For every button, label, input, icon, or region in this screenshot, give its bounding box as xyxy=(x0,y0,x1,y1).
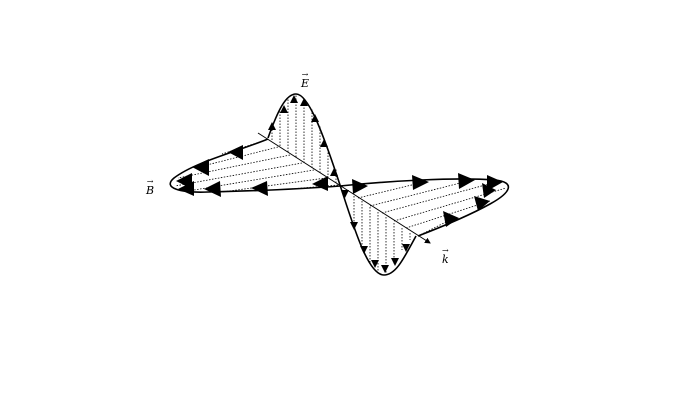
b-field-wave xyxy=(169,138,510,237)
b-field-arrowheads xyxy=(176,145,503,227)
propagation-axis xyxy=(257,132,431,244)
b-field-label: B xyxy=(146,178,154,196)
e-field-label: E xyxy=(301,71,309,89)
e-field-arrowheads xyxy=(268,95,410,273)
wave-vector-label: k xyxy=(442,247,449,265)
e-field-vectors xyxy=(271,94,411,273)
e-field-wave xyxy=(267,93,417,276)
